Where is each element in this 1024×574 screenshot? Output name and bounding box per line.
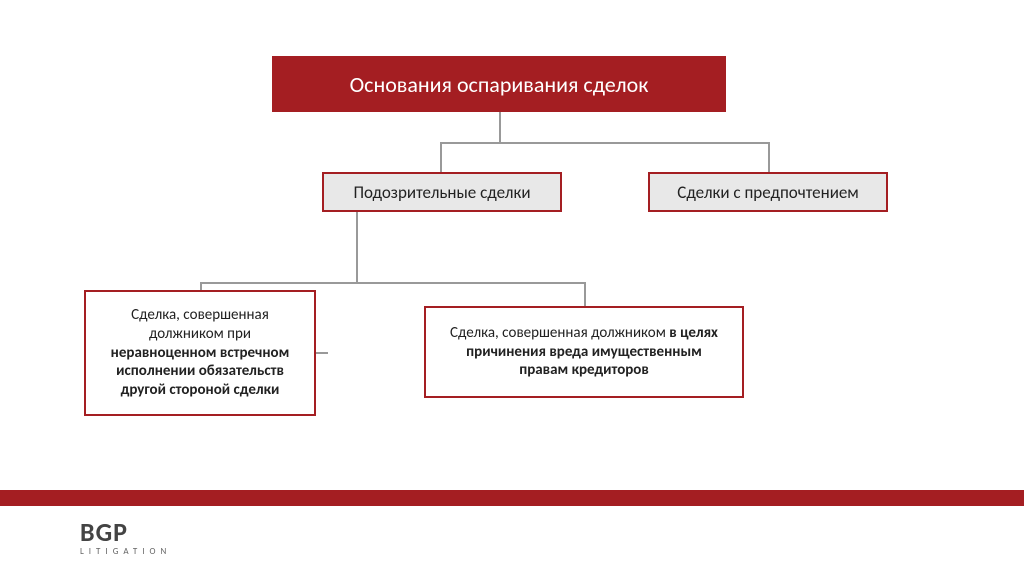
connector — [499, 112, 501, 142]
connector — [440, 142, 442, 172]
logo-line2: LITIGATION — [80, 546, 171, 557]
logo-line1: BGP — [80, 516, 171, 548]
leaf-text: Сделка, совершенная должником в целях пр… — [440, 324, 728, 380]
footer-bar — [0, 490, 1024, 506]
leaf-node-harm: Сделка, совершенная должником в целях пр… — [424, 306, 744, 398]
connector — [768, 142, 770, 172]
category-label: Сделки с предпочтением — [677, 182, 859, 203]
leaf-text: Сделка, совершенная должником при неравн… — [100, 306, 300, 400]
slide-canvas: Основания оспаривания сделок Подозритель… — [0, 0, 1024, 574]
category-node-suspicious: Подозрительные сделки — [322, 172, 562, 212]
root-node: Основания оспаривания сделок — [272, 56, 726, 112]
connector — [356, 212, 358, 282]
logo: BGP LITIGATION — [80, 516, 171, 557]
leaf-node-unequal: Сделка, совершенная должником при неравн… — [84, 290, 316, 416]
connector — [200, 282, 586, 284]
connector — [440, 142, 770, 144]
connector — [584, 282, 586, 306]
connector — [314, 352, 328, 354]
root-label: Основания оспаривания сделок — [350, 71, 649, 98]
category-label: Подозрительные сделки — [353, 182, 530, 203]
category-node-preference: Сделки с предпочтением — [648, 172, 888, 212]
